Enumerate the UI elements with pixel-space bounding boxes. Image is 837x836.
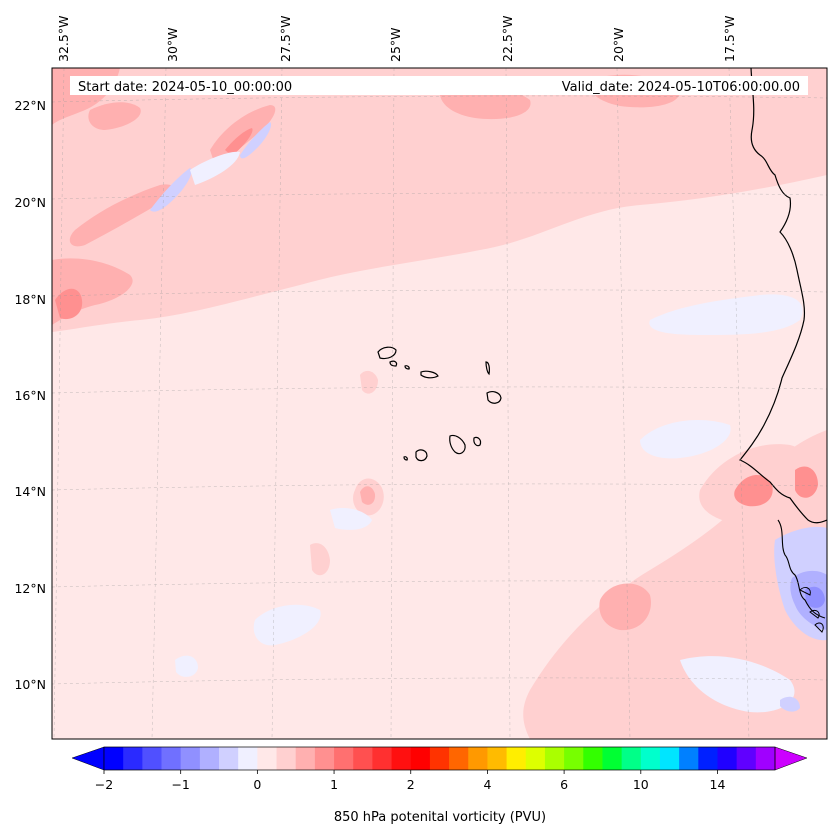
pv-neg-streak-1 bbox=[150, 168, 192, 212]
colorbar-segment bbox=[506, 747, 527, 770]
lon-label: 22.5°W bbox=[500, 16, 515, 62]
longitude-labels: 32.5°W 30°W 27.5°W 25°W 22.5°W 20°W 17.5… bbox=[56, 16, 737, 62]
colorbar: −2 −1 0 1 2 4 6 10 14 850 hPa potenital vorticit… bbox=[71, 746, 808, 825]
colorbar-tick-label: −2 bbox=[95, 777, 113, 792]
lon-label: 17.5°W bbox=[722, 16, 737, 62]
colorbar-segment bbox=[180, 747, 201, 770]
lat-label: 16°N bbox=[14, 388, 46, 403]
colorbar-segment bbox=[238, 747, 258, 770]
colorbar-segment bbox=[123, 747, 143, 770]
colorbar-label: 850 hPa potenital vorticity (PVU) bbox=[334, 810, 546, 825]
lon-label: 27.5°W bbox=[278, 16, 293, 62]
start-date-label: Start date: 2024-05-10_00:00:00 bbox=[78, 80, 292, 95]
colorbar-segment bbox=[736, 747, 757, 770]
pv-neg-streak-2 bbox=[240, 122, 272, 159]
pv-neg-patch-1 bbox=[253, 604, 321, 646]
lon-label: 32.5°W bbox=[56, 16, 71, 62]
colorbar-tick-label: 2 bbox=[407, 777, 415, 792]
pv-se-core-4 bbox=[795, 466, 818, 498]
colorbar-segment bbox=[564, 747, 584, 770]
coastline-west-africa bbox=[739, 68, 827, 524]
latitude-labels: 22°N 20°N 18°N 16°N 14°N 12°N 10°N bbox=[14, 98, 46, 692]
lon-label: 20°W bbox=[611, 27, 626, 62]
lat-label: 22°N bbox=[14, 98, 46, 113]
lat-label: 20°N bbox=[14, 195, 46, 210]
colorbar-segments bbox=[104, 747, 776, 770]
lat-label: 10°N bbox=[14, 677, 46, 692]
colorbar-segment bbox=[353, 747, 373, 770]
colorbar-segment bbox=[276, 747, 297, 770]
colorbar-segment bbox=[372, 747, 393, 770]
colorbar-segment bbox=[487, 747, 508, 770]
lat-label: 12°N bbox=[14, 581, 46, 596]
pv-se-core-1 bbox=[599, 583, 651, 631]
colorbar-tick-label: −1 bbox=[171, 777, 189, 792]
colorbar-segment bbox=[679, 747, 699, 770]
pv-streak-4 bbox=[55, 288, 83, 320]
colorbar-segment bbox=[161, 747, 182, 770]
pv-neg-patch-2 bbox=[330, 508, 372, 530]
lon-label: 25°W bbox=[388, 27, 403, 62]
pv-central-blob-2 bbox=[360, 486, 376, 505]
pv-central-blob-4 bbox=[310, 543, 330, 576]
colorbar-segment bbox=[755, 747, 776, 770]
colorbar-ticks: −2 −1 0 1 2 4 6 10 14 bbox=[95, 770, 726, 792]
pv-streak-7 bbox=[88, 102, 141, 130]
map-frame bbox=[51, 67, 828, 740]
colorbar-segment bbox=[621, 747, 642, 770]
colorbar-segment bbox=[391, 747, 412, 770]
colorbar-segment bbox=[219, 747, 239, 770]
colorbar-segment bbox=[583, 747, 603, 770]
pv-neg-east-4 bbox=[780, 696, 800, 712]
colorbar-segment bbox=[449, 747, 469, 770]
pv-streak-2 bbox=[69, 184, 175, 247]
colorbar-tick-label: 10 bbox=[633, 777, 649, 792]
gridlines bbox=[52, 68, 827, 739]
colorbar-segment bbox=[334, 747, 354, 770]
colorbar-segment bbox=[717, 747, 738, 770]
colorbar-extend-high bbox=[774, 746, 808, 771]
colorbar-segment bbox=[429, 747, 450, 770]
colorbar-segment bbox=[640, 747, 661, 770]
colorbar-segment bbox=[199, 747, 220, 770]
colorbar-segment bbox=[314, 747, 335, 770]
colorbar-tick-label: 14 bbox=[710, 777, 726, 792]
coastline-guinea bbox=[777, 519, 826, 619]
colorbar-frame bbox=[103, 746, 776, 771]
colorbar-tick-label: 1 bbox=[330, 777, 338, 792]
colorbar-segment bbox=[544, 747, 565, 770]
cape-verde-islands bbox=[377, 346, 502, 462]
pv-neg-east-2 bbox=[640, 420, 731, 459]
colorbar-tick-label: 0 bbox=[253, 777, 261, 792]
colorbar-segment bbox=[257, 747, 278, 770]
colorbar-segment bbox=[410, 747, 431, 770]
pv-se-core-3 bbox=[734, 474, 773, 507]
pv-streak-6 bbox=[225, 128, 253, 156]
colorbar-segment bbox=[104, 747, 124, 770]
pv-neg-east-3 bbox=[680, 656, 795, 713]
pv-neg-patch-3 bbox=[175, 655, 198, 677]
colorbar-tick-label: 4 bbox=[483, 777, 491, 792]
date-banner bbox=[70, 76, 808, 95]
pv-neg-streak-3 bbox=[190, 151, 240, 185]
colorbar-segment bbox=[525, 747, 546, 770]
pv-neg-east-1 bbox=[649, 294, 803, 335]
colorbar-tick-label: 6 bbox=[560, 777, 568, 792]
lon-label: 30°W bbox=[165, 27, 180, 62]
colorbar-segment bbox=[602, 747, 623, 770]
lat-label: 18°N bbox=[14, 292, 46, 307]
colorbar-segment bbox=[468, 747, 488, 770]
coastline-islands-bissagos bbox=[799, 587, 824, 633]
colorbar-extend-low bbox=[71, 746, 105, 771]
lat-label: 14°N bbox=[14, 484, 46, 499]
map-panel: Start date: 2024-05-10_00:00:00 Valid_da… bbox=[52, 68, 827, 739]
colorbar-segment bbox=[142, 747, 163, 770]
colorbar-segment bbox=[295, 747, 316, 770]
colorbar-segment bbox=[698, 747, 718, 770]
colorbar-segment bbox=[659, 747, 680, 770]
valid-date-label: Valid_date: 2024-05-10T06:00:00.00 bbox=[562, 80, 800, 95]
